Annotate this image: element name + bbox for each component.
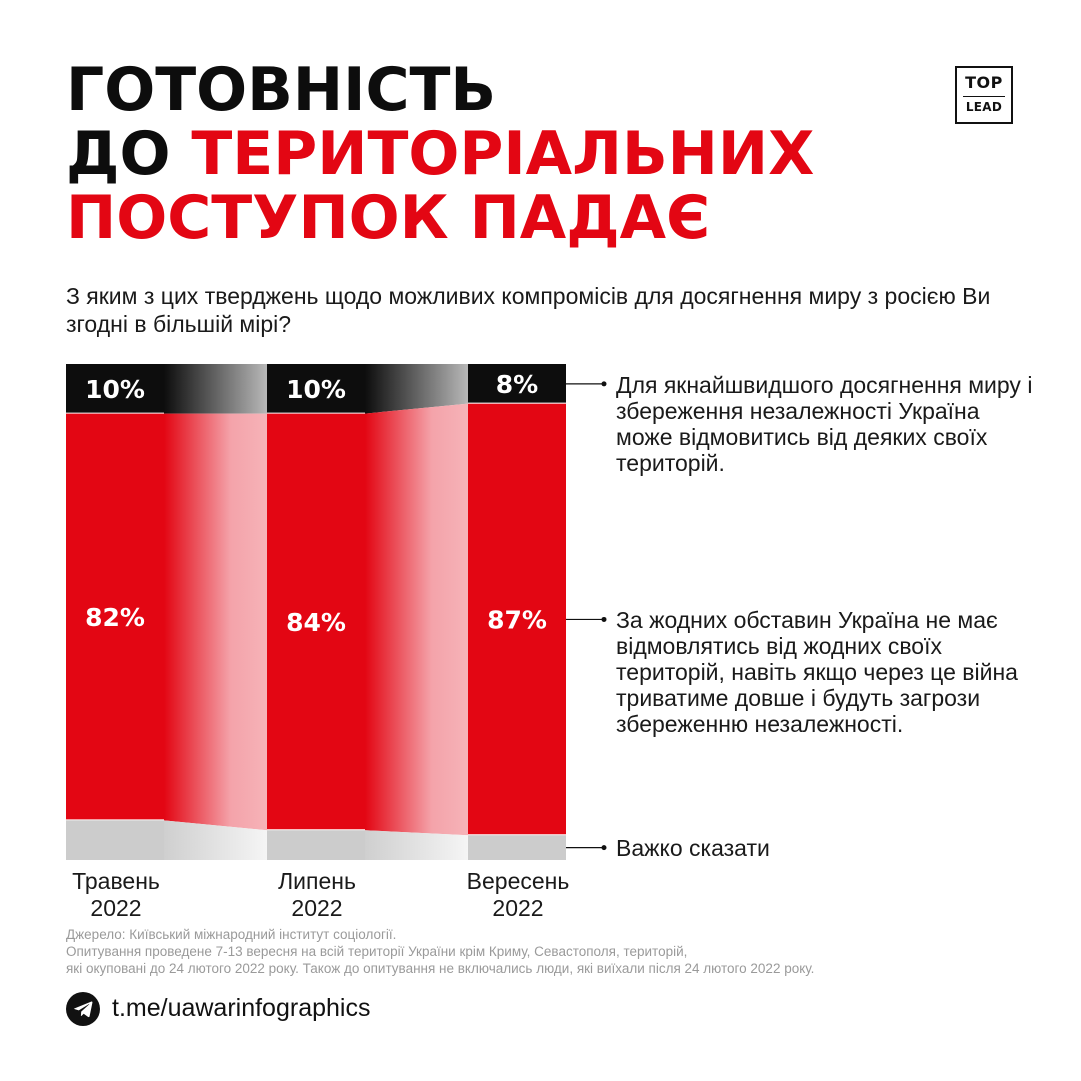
source-line: Опитування проведене 7-13 вересня на всі… xyxy=(66,944,688,959)
category-year: 2022 xyxy=(90,895,142,921)
survey-question: З яким з цих тверджень щодо можливих ком… xyxy=(66,283,991,337)
connector-concede xyxy=(164,364,267,414)
connector-no-concede xyxy=(365,403,468,836)
telegram-icon[interactable] xyxy=(66,992,100,1026)
legend-concede: Для якнайшвидшого досягнення миру і збер… xyxy=(616,372,1033,476)
category-month: Липень xyxy=(278,868,356,894)
connector-hard-to-say xyxy=(164,820,267,860)
title-line-1: ГОТОВНІСТЬ xyxy=(66,55,497,125)
category-label-july: Липень 2022 xyxy=(252,868,382,922)
title-line-3: ПОСТУПОК ПАДАЄ xyxy=(66,183,711,253)
telegram-link[interactable]: t.me/uawarinfographics xyxy=(112,994,371,1022)
bar-segment-hard-to-say xyxy=(66,820,164,860)
category-month: Травень xyxy=(72,868,160,894)
leader-dot xyxy=(601,381,607,387)
data-label: 10% xyxy=(85,375,145,404)
bar-segment-concede xyxy=(66,364,164,414)
logo-bottom-text: LEAD xyxy=(965,100,1003,114)
bar-segment-no-concede xyxy=(66,413,164,821)
leader-dot xyxy=(601,845,607,851)
title-line-2: ДО ТЕРИТОРІАЛЬНИХ xyxy=(66,122,814,186)
bars xyxy=(66,364,566,860)
logo-divider xyxy=(963,96,1005,97)
data-label: 10% xyxy=(286,375,346,404)
connector-hard-to-say xyxy=(365,830,468,860)
legend-no-concede: За жодних обставин Україна не має відмов… xyxy=(616,607,1018,737)
category-year: 2022 xyxy=(492,895,544,921)
legend-hard-to-say: Важко сказати xyxy=(616,835,770,861)
category-month: Вересень xyxy=(466,868,570,894)
category-label-may: Травень 2022 xyxy=(51,868,181,922)
data-label: 82% xyxy=(85,603,145,632)
category-label-september: Вересень 2022 xyxy=(453,868,583,922)
bar-segment-concede xyxy=(267,364,365,414)
legend-leaders xyxy=(566,381,607,851)
connector-concede xyxy=(365,364,468,414)
leader-dot xyxy=(601,616,607,622)
bar-connectors xyxy=(164,364,468,860)
title-line-2-red: ТЕРИТОРІАЛЬНИХ xyxy=(191,119,815,189)
page-title: ГОТОВНІСТЬ ДО ТЕРИТОРІАЛЬНИХ ПОСТУПОК ПА… xyxy=(66,58,814,250)
data-label: 84% xyxy=(286,608,346,637)
paper-plane-icon xyxy=(73,1001,93,1018)
top-lead-logo: TOP LEAD xyxy=(955,66,1013,124)
bar-segment-no-concede xyxy=(267,413,365,831)
bar-labels: 10% 82% 10% 84% 8% 87% xyxy=(85,370,547,637)
bar-segment-concede xyxy=(468,364,566,404)
source-line: які окуповані до 24 лютого 2022 року. Та… xyxy=(66,961,815,976)
data-label: 8% xyxy=(496,370,538,399)
data-label: 87% xyxy=(487,605,547,634)
bar-segment-hard-to-say xyxy=(267,830,365,860)
source-note: Джерело: Київський міжнародний інститут … xyxy=(66,926,1026,977)
logo-top-text: TOP xyxy=(965,73,1003,92)
category-year: 2022 xyxy=(291,895,343,921)
stacked-bar-chart: 10% 82% 10% 84% 8% 87% xyxy=(66,364,607,860)
title-line-2-black: ДО xyxy=(66,119,192,189)
source-line: Джерело: Київський міжнародний інститут … xyxy=(66,927,397,942)
bar-segment-hard-to-say xyxy=(468,835,566,860)
bar-segment-no-concede xyxy=(468,403,566,836)
connector-no-concede xyxy=(164,413,267,831)
